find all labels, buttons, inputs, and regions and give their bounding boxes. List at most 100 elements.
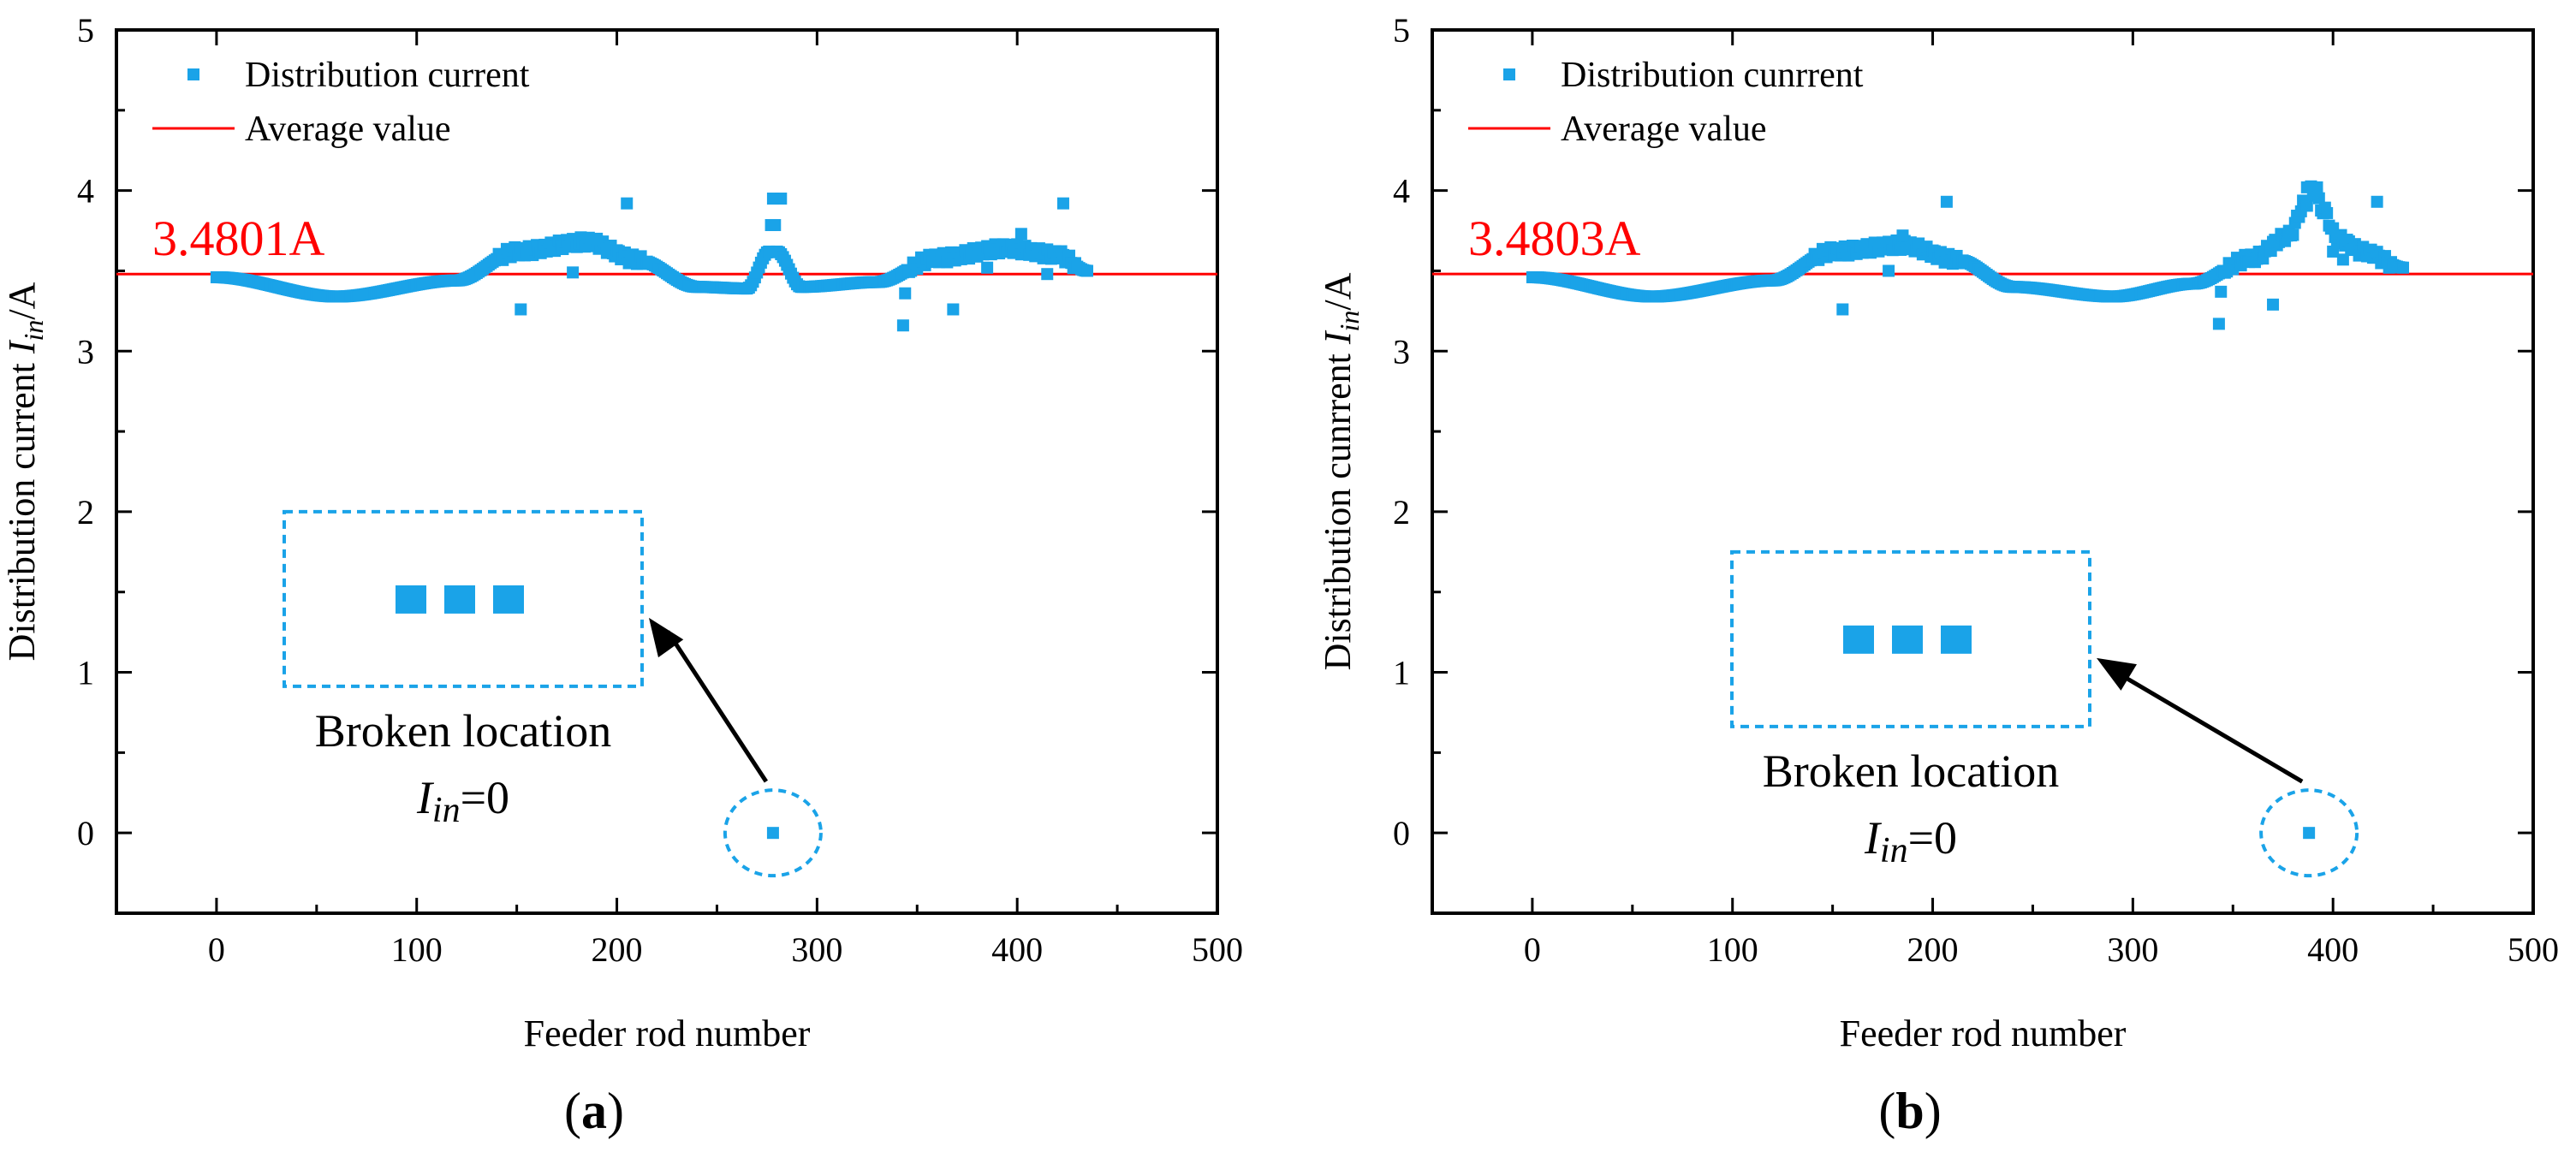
panel-label-letter: a — [581, 1083, 607, 1139]
panel-label-close: ) — [1925, 1083, 1942, 1139]
broken-location-expression: Iin=0 — [1864, 812, 1957, 870]
data-point-outlier — [621, 197, 634, 210]
data-point-outlier — [775, 193, 788, 205]
y-axis-title: Distribution current Iin/A — [1, 282, 49, 661]
y-tick-label: 3 — [1393, 332, 1410, 371]
y-axis-title-var: I — [1317, 330, 1359, 345]
panel-label-close: ) — [607, 1083, 624, 1139]
x-tick-label: 400 — [2307, 930, 2359, 969]
zoom-square — [1892, 625, 1923, 654]
x-axis-title: Feeder rod number — [1840, 1012, 2127, 1054]
data-point-outlier — [1056, 197, 1069, 210]
data-point-outlier — [1940, 195, 1953, 208]
broken-expr-sub: in — [1880, 831, 1908, 870]
broken-location-label: Broken location — [315, 705, 611, 757]
data-point-outlier — [2336, 253, 2349, 266]
data-point-outlier — [1883, 264, 1895, 277]
broken-expr-var: I — [1864, 812, 1883, 864]
y-tick-label: 0 — [77, 814, 94, 852]
x-tick-label: 100 — [1707, 930, 1758, 969]
broken-expr-var: I — [416, 772, 435, 823]
x-tick-label: 300 — [2107, 930, 2158, 969]
plot-frame — [115, 28, 1219, 915]
y-axis-title-suffix: /A — [1317, 272, 1359, 310]
x-tick-label: 400 — [991, 930, 1043, 969]
data-point — [2312, 192, 2325, 205]
y-axis-title-prefix: Distribution cunrrent — [1317, 344, 1359, 670]
data-point-outlier — [1836, 303, 1849, 316]
panel-label: (b) — [1878, 1083, 1941, 1139]
data-point-outlier — [899, 287, 912, 300]
y-tick-label: 2 — [1393, 493, 1410, 531]
panel-label-open: ( — [564, 1083, 581, 1139]
y-tick-label: 1 — [77, 654, 94, 692]
data-point-outlier — [567, 266, 580, 279]
zoom-square — [493, 585, 524, 614]
callout-arrow-shaft — [2114, 669, 2304, 784]
broken-point — [766, 827, 779, 840]
x-axis-title: Feeder rod number — [524, 1012, 811, 1054]
y-axis-title-sub: in — [1334, 311, 1365, 332]
y-tick-label: 5 — [1393, 11, 1410, 50]
broken-point-circle — [2259, 788, 2359, 878]
x-tick-label: 200 — [1907, 930, 1959, 969]
legend-marker-series — [187, 68, 199, 80]
callout-arrow-head — [649, 617, 684, 658]
legend-label-series: Distribution cunrrent — [1561, 56, 1864, 95]
broken-point-circle — [723, 788, 823, 878]
legend-marker-series — [1503, 68, 1515, 80]
y-tick-label: 2 — [77, 493, 94, 531]
data-point — [2300, 199, 2313, 212]
x-tick-label: 100 — [391, 930, 443, 969]
zoom-callout-box — [1730, 549, 2091, 728]
y-axis-title-suffix: /A — [1, 282, 43, 319]
y-axis-title-prefix: Distribution current — [1, 353, 43, 661]
zoom-square — [1941, 625, 1972, 654]
legend-label-average: Average value — [1561, 110, 1767, 149]
data-point — [769, 218, 782, 231]
x-tick-label: 300 — [791, 930, 842, 969]
average-value-label: 3.4801A — [152, 211, 325, 266]
chart-panel-a: 0 100 200 300 400 500 0 1 2 3 4 5 Feeder rod number D… — [1, 11, 1243, 1139]
x-tick-label: 500 — [2508, 930, 2559, 969]
y-tick-label: 5 — [77, 11, 94, 50]
y-axis-title: Distribution cunrrent Iin/A — [1317, 272, 1365, 670]
x-tick-label: 0 — [1524, 930, 1541, 969]
data-point-outlier — [2327, 245, 2340, 258]
y-tick-label: 1 — [1393, 654, 1410, 692]
callout-arrow-shaft — [665, 630, 769, 783]
data-point-outlier — [2300, 181, 2313, 193]
panel-label-open: ( — [1878, 1083, 1895, 1139]
data-point — [2397, 261, 2410, 274]
broken-expr-value: =0 — [1908, 812, 1957, 864]
average-value-label: 3.4803A — [1468, 211, 1641, 266]
broken-point — [2303, 827, 2316, 840]
panel-label: (a) — [564, 1083, 624, 1139]
callout-arrow-head — [2097, 657, 2137, 691]
broken-location-expression: Iin=0 — [416, 772, 509, 830]
y-tick-label: 0 — [1393, 814, 1410, 852]
data-point-outlier — [1041, 268, 1054, 281]
zoom-square — [444, 585, 475, 614]
y-tick-label: 4 — [1393, 172, 1410, 211]
broken-expr-value: =0 — [461, 772, 509, 823]
chart-panel-b: 0 100 200 300 400 500 0 1 2 3 4 5 Feeder rod number D… — [1317, 11, 2559, 1139]
data-point-outlier — [2371, 195, 2383, 208]
data-point-outlier — [515, 303, 527, 316]
legend-label-series: Distribution current — [245, 56, 530, 95]
y-tick-label: 4 — [77, 172, 94, 211]
broken-expr-sub: in — [432, 791, 461, 830]
data-point-outlier — [2311, 181, 2323, 193]
x-tick-label: 200 — [592, 930, 643, 969]
data-point-outlier — [2212, 318, 2225, 330]
data-point-outlier — [1014, 228, 1027, 240]
plot-frame — [1431, 28, 2535, 915]
y-axis-title-sub: in — [18, 320, 49, 341]
legend-label-average: Average value — [245, 110, 451, 149]
zoom-square — [1843, 625, 1874, 654]
data-point-outlier — [2215, 285, 2228, 298]
data-point-outlier — [2267, 298, 2280, 311]
series-distribution-current — [1526, 180, 2410, 330]
data-point-outlier — [896, 319, 909, 332]
